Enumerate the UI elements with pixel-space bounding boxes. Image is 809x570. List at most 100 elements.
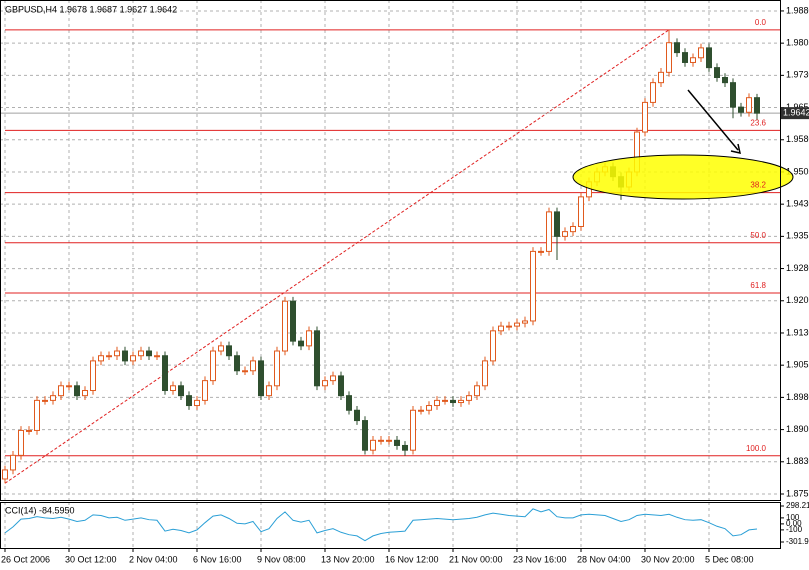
y-tick-label: 1.9580: [786, 134, 809, 144]
candle-body: [274, 350, 280, 387]
candle-body: [338, 375, 344, 397]
candle-body: [458, 399, 464, 404]
main-panel-border: [0, 0, 781, 501]
fibo-label: 100.0: [746, 444, 767, 453]
candle-body: [682, 52, 688, 63]
candle-body: [26, 429, 32, 432]
candle-body: [514, 322, 520, 327]
candle-body: [474, 385, 480, 397]
candle-body: [202, 380, 208, 401]
candle-body: [578, 196, 584, 227]
candle-body: [82, 390, 88, 397]
candle-body: [130, 355, 136, 362]
cci-tick-label: 0.00: [786, 519, 802, 528]
fibo-label: 0.0: [755, 18, 767, 27]
candle-body: [282, 300, 288, 352]
candle-body: [434, 399, 440, 407]
candle-body: [690, 57, 696, 63]
candle-body: [194, 399, 200, 407]
arrow-head: [730, 143, 741, 154]
y-tick-label: 1.8830: [786, 456, 809, 466]
cci-panel-border: [0, 502, 781, 549]
candle-body: [154, 355, 160, 358]
candle-body: [730, 82, 736, 108]
cci-tick-label: 298.218: [786, 501, 809, 510]
candle-body: [146, 350, 152, 357]
candle-body: [42, 399, 48, 402]
candle-body: [642, 101, 648, 133]
candle-body: [18, 429, 24, 456]
price-marker-box: [781, 107, 809, 120]
y-tick-label: 1.8755: [786, 488, 809, 498]
candle-body: [466, 395, 472, 401]
y-tick-label: 1.9205: [786, 295, 809, 305]
cci-tick-label: 100: [786, 513, 800, 522]
candle-body: [442, 399, 448, 402]
candle-body: [322, 380, 328, 387]
candle-body: [378, 439, 384, 442]
candle-body: [666, 42, 672, 73]
candle-body: [402, 444, 408, 451]
y-tick-label: 1.8905: [786, 424, 809, 434]
y-tick-label: 1.9430: [786, 199, 809, 209]
candle-body: [530, 250, 536, 322]
candle-body: [362, 420, 368, 451]
candle-body: [186, 395, 192, 407]
overlay: 0.0 23.6 38.2 50.0 61.8 100.0 1.9642: [746, 18, 809, 453]
candle-body: [50, 395, 56, 401]
candle-body: [314, 330, 320, 387]
candle-body: [210, 350, 216, 382]
candle-body: [162, 355, 168, 392]
cci-tick-label: -301.909: [786, 537, 809, 546]
candle-body: [706, 47, 712, 69]
fibo-label: 38.2: [750, 181, 766, 190]
candle-body: [490, 330, 496, 362]
y-tick-label: 1.9655: [786, 102, 809, 112]
candle-body: [234, 355, 240, 372]
candle-body: [250, 360, 256, 372]
candle-body: [418, 409, 424, 412]
candle-body: [498, 325, 504, 332]
cci-line: [4, 508, 758, 542]
candle-body: [650, 82, 656, 103]
candle-body: [546, 211, 552, 252]
x-tick-label: 26 Oct 2006: [1, 554, 50, 564]
x-tick-label: 16 Nov 12:00: [385, 554, 439, 564]
fibo-label: 50.0: [750, 231, 766, 240]
candle-body: [698, 47, 704, 59]
candle-body: [306, 330, 312, 347]
candle-body: [226, 345, 232, 357]
candle-body: [66, 385, 72, 388]
candle-body: [258, 360, 264, 397]
x-tick-label: 6 Nov 16:00: [193, 554, 242, 564]
y-tick-label: 1.9730: [786, 70, 809, 80]
candle-body: [138, 350, 144, 357]
fibo-trendline: [4, 29, 670, 484]
arrow: [687, 89, 739, 151]
cci-title: CCI(14) -84.5950: [5, 505, 75, 515]
candle-body: [330, 375, 336, 382]
y-tick-label: 1.9505: [786, 166, 809, 176]
candle-body: [394, 439, 400, 446]
x-tick-label: 13 Nov 20:00: [321, 554, 375, 564]
candle-body: [354, 409, 360, 422]
candle-body: [178, 385, 184, 397]
y-tick-label: 1.9880: [786, 5, 809, 15]
x-tick-label: 23 Nov 16:00: [513, 554, 567, 564]
chart-title: GBPUSD,H4 1.9678 1.9687 1.9627 1.9642: [5, 4, 177, 14]
candle-body: [242, 370, 248, 373]
candle-body: [346, 395, 352, 411]
y-tick-label: 1.9055: [786, 360, 809, 370]
candle-body: [674, 42, 680, 54]
candle-body: [218, 345, 224, 352]
candle-body: [114, 350, 120, 357]
candle-body: [754, 97, 760, 114]
candle-body: [58, 385, 64, 397]
candle-body: [426, 405, 432, 411]
candle-body: [34, 399, 40, 431]
highlight-ellipse: [572, 154, 794, 200]
candle-body: [74, 385, 80, 397]
